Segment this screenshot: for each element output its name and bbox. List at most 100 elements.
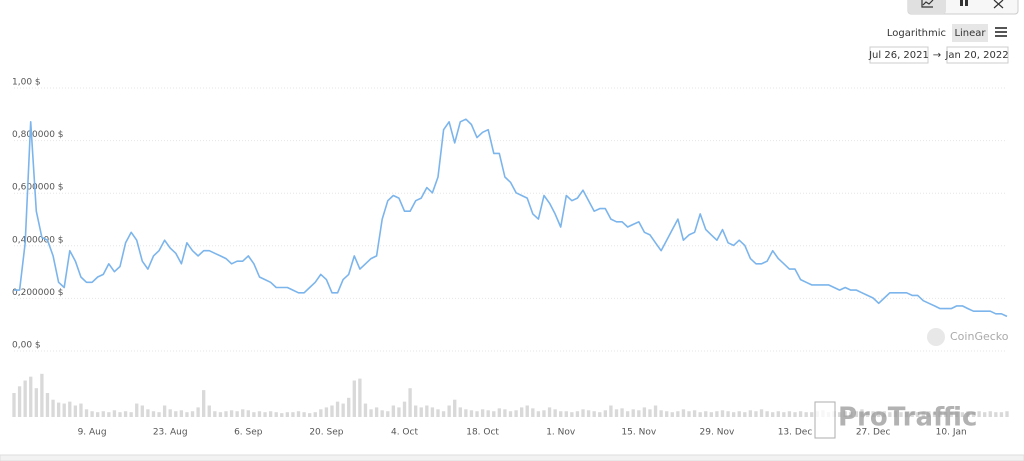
volume-bar [715,411,719,417]
volume-bar [369,409,373,417]
volume-bar [759,409,764,417]
menu-bar [995,27,1007,29]
volume-bar [804,412,808,417]
volume-bar [837,412,842,417]
x-tick-label: 15. Nov [621,428,656,438]
volume-bar [676,411,680,417]
volume-bar [56,402,61,417]
menu-icon[interactable] [995,27,1007,37]
volume-bar [921,412,925,417]
overlay-logo [814,401,836,439]
volume-bar [877,412,881,417]
volume-bar [447,405,451,417]
volume-bar [475,411,479,417]
volume-bar [670,412,674,417]
candle-icon [965,0,968,6]
menu-bar [995,31,1007,33]
volume-bar [581,409,585,417]
y-tick-label: 1,00 $ [12,78,41,88]
volume-bar [380,410,384,417]
volume-bar [586,410,591,417]
volume-bar [151,411,156,417]
volume-bar [793,412,797,417]
volume-bar [207,405,211,417]
candle-icon [960,0,963,6]
volume-bar [174,411,178,417]
volume-bar [659,410,663,417]
volume-bar [101,411,105,417]
source-watermark: CoinGecko [950,330,1009,343]
menu-bar [995,35,1007,37]
range-start-input[interactable] [869,46,929,64]
volume-bar [162,405,167,417]
volume-bar [408,388,412,417]
volume-bar [698,412,702,417]
volume-bar [140,405,144,417]
volume-bar [888,412,892,417]
volume-bar [609,405,613,417]
volume-bar [235,411,239,417]
volume-bar [453,399,457,417]
volume-bar [559,411,563,417]
volume-bar [519,407,524,417]
volume-bar [374,407,379,417]
volume-bar [514,410,518,417]
volume-bar [620,408,624,417]
volume-bar [737,411,741,417]
overlay-watermark: ProTraffic [838,403,977,433]
volume-bar [687,411,691,417]
volume-bar [308,413,312,417]
linear-button-bg[interactable] [952,24,988,42]
volume-bar [860,409,864,417]
volume-bar [983,412,987,417]
volume-bar [157,412,161,417]
volume-bar [40,373,44,417]
y-tick-label: 0,200000 $ [12,288,64,298]
volume-bar [603,410,608,417]
line-icon [921,0,934,8]
volume-bar [798,411,803,417]
volume-bar [949,412,953,417]
volume-bar [129,412,133,417]
volume-bar [402,401,407,417]
expand-icon[interactable] [993,0,1004,9]
volume-bar [960,412,965,417]
linear-button[interactable]: Linear [954,28,986,39]
volume-bar [971,412,976,417]
volume-bar [916,412,920,417]
volume-bar [397,407,401,417]
volume-bar [224,411,228,417]
volume-bar [118,412,122,417]
volume-bar [246,410,250,417]
volume-bar [1005,411,1009,417]
volume-bar [319,409,323,417]
x-tick-label: 6. Sep [234,428,263,438]
volume-bar [882,411,886,417]
volume-bar [955,411,959,417]
volume-bar [570,412,574,417]
volume-bar [743,412,747,417]
volume-bar [73,405,78,417]
volume-bar [637,410,641,417]
volume-bar [441,411,446,417]
volume-bar [999,412,1004,417]
volume-bar [547,407,552,417]
range-start: Jul 26, 2021 [868,50,929,61]
volume-bar [508,411,513,417]
volume-bar [280,413,284,417]
volume-bar [62,403,66,417]
volume-bar [553,409,557,417]
volume-bar [704,411,708,417]
volume-bar [492,411,496,417]
volume-bar [469,410,474,417]
volume-bar [653,405,658,417]
range-end-input[interactable] [946,46,1009,64]
volume-bar [854,411,859,417]
x-tick-label: 18. Oct [466,428,499,438]
volume-bar [692,410,697,417]
volume-bar [68,401,72,417]
volume-bar [274,412,278,417]
log-button[interactable]: Logarithmic [887,28,946,39]
